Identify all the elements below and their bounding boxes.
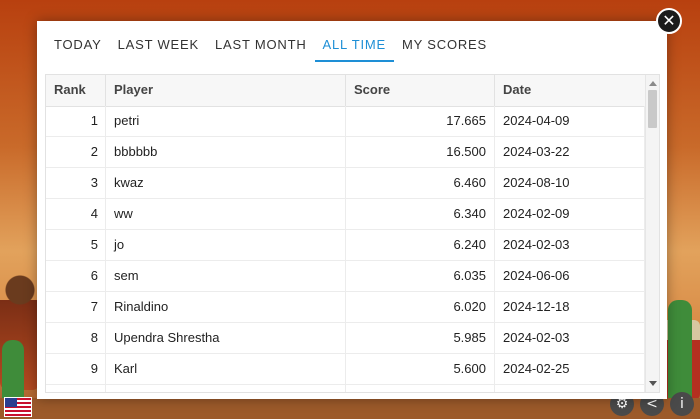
score-cell: 6.240 <box>346 230 495 260</box>
rank-cell: 8 <box>46 323 106 353</box>
column-header-score[interactable]: Score <box>346 75 495 106</box>
tab-last-week[interactable]: LAST WEEK <box>117 37 199 52</box>
table-row[interactable]: 2 bbbbbb 16.500 2024-03-22 <box>46 137 645 168</box>
date-cell: 2024-02-03 <box>495 230 645 260</box>
date-cell: 2024-04-09 <box>495 106 645 136</box>
table-row[interactable]: 5 jo 6.240 2024-02-03 <box>46 230 645 261</box>
player-cell: kwaz <box>106 168 346 198</box>
date-cell: 2024-03-22 <box>495 137 645 167</box>
date-cell: 2024-02-25 <box>495 354 645 384</box>
player-cell: Upendra Shrestha <box>106 323 346 353</box>
score-cell: 5.600 <box>346 354 495 384</box>
tab-today[interactable]: TODAY <box>54 37 102 52</box>
date-cell: 2024-08-10 <box>495 168 645 198</box>
leaderboard-dialog: TODAY LAST WEEK LAST MONTH ALL TIME MY S… <box>37 21 667 399</box>
rank-cell: 6 <box>46 261 106 291</box>
player-cell: ww <box>106 199 346 229</box>
tab-last-month[interactable]: LAST MONTH <box>214 37 307 52</box>
score-cell: 5.545 <box>346 385 495 392</box>
date-cell: 2024-02-03 <box>495 323 645 353</box>
score-cell: 17.665 <box>346 106 495 136</box>
table-row[interactable]: 4 ww 6.340 2024-02-09 <box>46 199 645 230</box>
rank-cell: 1 <box>46 106 106 136</box>
close-icon[interactable]: ✕ <box>656 8 682 34</box>
scroll-up-arrow-icon[interactable] <box>649 81 657 86</box>
rank-cell: 7 <box>46 292 106 322</box>
scores-table: Rank Player Score Date 1 petri 17.665 2024-… <box>45 74 660 393</box>
player-cell: jo <box>106 230 346 260</box>
scrollbar-thumb[interactable] <box>648 90 657 128</box>
scroll-down-arrow-icon[interactable] <box>649 381 657 386</box>
table-body: 1 petri 17.665 2024-04-09 2 bbbbbb 16.500 2024-… <box>46 106 645 392</box>
rank-cell: 10 <box>46 385 106 392</box>
cactus-left <box>2 340 24 410</box>
info-icon[interactable]: i <box>670 392 694 416</box>
table-header: Rank Player Score Date <box>46 75 645 107</box>
score-cell: 16.500 <box>346 137 495 167</box>
table-row[interactable]: 3 kwaz 6.460 2024-08-10 <box>46 168 645 199</box>
rank-cell: 9 <box>46 354 106 384</box>
date-cell: 2024-02-09 <box>495 199 645 229</box>
tab-all-time[interactable]: ALL TIME <box>314 29 395 62</box>
score-cell: 5.985 <box>346 323 495 353</box>
score-cell: 6.460 <box>346 168 495 198</box>
table-row[interactable]: 10erik5.5452025-02-10 <box>46 385 645 392</box>
player-cell: petri <box>106 106 346 136</box>
table-row[interactable]: 8 Upendra Shrestha 5.985 2024-02-03 <box>46 323 645 354</box>
table-row[interactable]: 9 Karl 5.600 2024-02-25 <box>46 354 645 385</box>
player-cell: erik <box>106 385 346 392</box>
rank-cell: 5 <box>46 230 106 260</box>
tab-my-scores[interactable]: MY SCORES <box>402 37 487 52</box>
table-row[interactable]: 6 sem 6.035 2024-06-06 <box>46 261 645 292</box>
vertical-scrollbar[interactable] <box>645 75 659 392</box>
us-flag-icon[interactable] <box>4 397 32 417</box>
ground <box>0 398 700 419</box>
score-cell: 6.035 <box>346 261 495 291</box>
rank-cell: 2 <box>46 137 106 167</box>
rank-cell: 3 <box>46 168 106 198</box>
player-cell: bbbbbb <box>106 137 346 167</box>
column-header-rank[interactable]: Rank <box>46 75 106 106</box>
player-cell: Rinaldino <box>106 292 346 322</box>
table-row[interactable]: 1 petri 17.665 2024-04-09 <box>46 106 645 137</box>
player-cell: Karl <box>106 354 346 384</box>
score-cell: 6.340 <box>346 199 495 229</box>
player-cell: sem <box>106 261 346 291</box>
cactus-right <box>668 300 692 400</box>
score-cell: 6.020 <box>346 292 495 322</box>
column-header-player[interactable]: Player <box>106 75 346 106</box>
table-row[interactable]: 7 Rinaldino 6.020 2024-12-18 <box>46 292 645 323</box>
leaderboard-tabs: TODAY LAST WEEK LAST MONTH ALL TIME MY S… <box>46 29 495 62</box>
date-cell: 2024-12-18 <box>495 292 645 322</box>
rank-cell: 4 <box>46 199 106 229</box>
date-cell: 2025-02-10 <box>495 385 645 392</box>
date-cell: 2024-06-06 <box>495 261 645 291</box>
column-header-date[interactable]: Date <box>503 82 532 97</box>
